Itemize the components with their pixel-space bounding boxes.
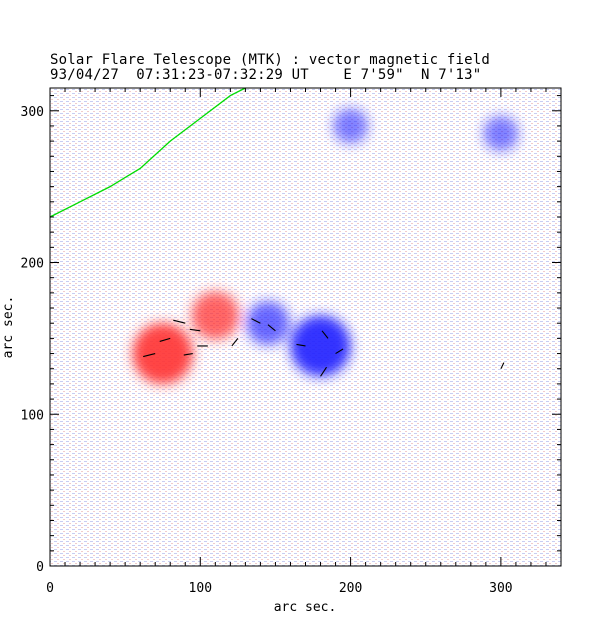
vector-9 [321,330,329,339]
y-tick-label: 100 [21,408,44,423]
chart-title: Solar Flare Telescope (MTK) : vector mag… [50,52,491,68]
x-tick-label: 0 [46,581,54,596]
vector-0 [143,353,156,358]
polarity-regions [132,108,519,384]
vector-12 [231,338,239,347]
vector-3 [189,328,201,332]
region-positive-core [132,323,193,384]
x-tick-label: 200 [339,581,362,596]
region-positive-plage-extension [191,291,240,340]
neutral-line [49,87,246,218]
x-tick-label: 100 [189,581,212,596]
vector-2 [173,319,186,324]
vector-1 [159,337,171,342]
transverse-vectors [143,318,505,377]
vector-5 [183,353,193,356]
chart-subtitle: 93/04/27 07:31:23-07:32:29 UT E 7'59" N … [50,67,482,83]
vector-13 [500,362,505,369]
y-tick-label: 0 [36,560,44,575]
x-tick-label: 300 [489,581,512,596]
y-tick-label: 300 [21,105,44,120]
region-negative-network-north [333,108,369,144]
vector-6 [251,318,261,324]
region-negative-plage [246,301,290,346]
region-negative-network-ne [483,115,519,152]
vector-10 [335,348,344,355]
vector-8 [296,343,306,347]
vector-7 [267,324,276,332]
vector-11 [320,366,328,377]
y-axis-label: arc sec. [1,296,16,359]
region-negative-sunspot [290,315,351,377]
y-tick-label: 200 [21,257,44,272]
axis-ticks: 0 100 200 300 0 100 200 300 [21,88,562,596]
x-axis-label: arc sec. [274,600,337,615]
